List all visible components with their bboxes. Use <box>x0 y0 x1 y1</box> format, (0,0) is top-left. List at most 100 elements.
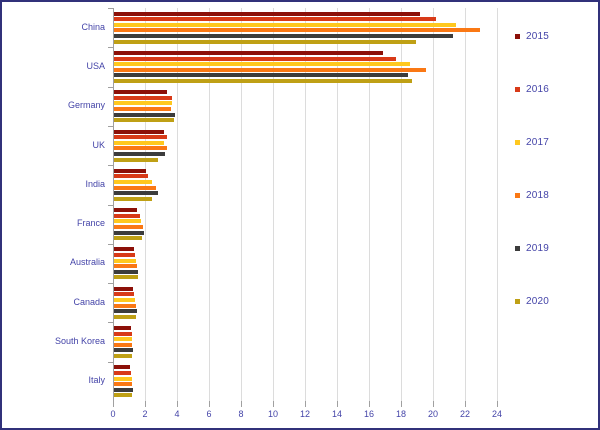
bar-usa-2015 <box>114 50 383 55</box>
legend-item-2020[interactable]: 2020 <box>515 295 549 307</box>
bar-india-2019 <box>114 191 158 196</box>
y-axis-tick <box>108 126 113 127</box>
legend-item-2019[interactable]: 2019 <box>515 242 549 254</box>
bar-china-2018 <box>114 28 481 33</box>
y-axis-tick <box>108 205 113 206</box>
y-axis-label-france: France <box>0 218 105 230</box>
x-axis-tick-label: 8 <box>238 409 244 419</box>
legend-item-2015[interactable]: 2015 <box>515 30 549 42</box>
bar-germany-2017 <box>114 101 172 106</box>
y-axis-tick <box>108 87 113 88</box>
legend-label: 2019 <box>526 242 550 254</box>
bar-china-2017 <box>114 22 457 27</box>
category-label: South Korea <box>54 336 105 347</box>
y-axis-tick <box>108 244 113 245</box>
x-axis-tick <box>305 401 306 407</box>
bar-south-korea-2019 <box>114 348 134 353</box>
legend-swatch-icon <box>515 33 520 39</box>
bar-canada-2019 <box>114 309 138 314</box>
x-axis-tick-label: 6 <box>206 409 212 419</box>
bar-france-2017 <box>114 219 142 224</box>
y-axis-label-italy: Italy <box>0 375 105 387</box>
x-axis-tick <box>465 401 466 407</box>
y-axis-label-germany: Germany <box>0 100 105 112</box>
legend-label: 2018 <box>526 189 550 201</box>
bar-china-2016 <box>114 17 436 22</box>
bar-canada-2020 <box>114 314 136 319</box>
gridline <box>433 8 434 401</box>
bar-canada-2017 <box>114 297 135 302</box>
bar-germany-2018 <box>114 107 171 112</box>
bar-italy-2019 <box>114 387 134 392</box>
bar-usa-2017 <box>114 62 410 67</box>
gridline <box>145 8 146 401</box>
y-axis-tick <box>108 322 113 323</box>
legend-item-2017[interactable]: 2017 <box>515 136 549 148</box>
y-axis-label-uk: UK <box>0 140 105 152</box>
legend-item-2016[interactable]: 2016 <box>515 83 549 95</box>
legend-label: 2015 <box>526 30 550 42</box>
bar-germany-2015 <box>114 90 167 95</box>
bar-south-korea-2015 <box>114 326 131 331</box>
bar-south-korea-2020 <box>114 354 132 359</box>
bar-usa-2020 <box>114 78 412 83</box>
bar-france-2018 <box>114 224 143 229</box>
bar-australia-2015 <box>114 247 134 252</box>
bar-south-korea-2017 <box>114 337 132 342</box>
gridline <box>401 8 402 401</box>
y-axis-tick <box>108 362 113 363</box>
x-axis-tick-label: 22 <box>459 409 470 419</box>
bar-australia-2017 <box>114 258 136 263</box>
x-axis-tick <box>241 401 242 407</box>
legend-swatch-icon <box>515 86 520 92</box>
bar-uk-2017 <box>114 140 164 145</box>
legend-swatch-icon <box>515 245 520 251</box>
y-axis-label-usa: USA <box>0 61 105 73</box>
bar-india-2020 <box>114 196 153 201</box>
x-axis-tick-label: 24 <box>491 409 502 419</box>
x-axis-tick <box>369 401 370 407</box>
bar-germany-2019 <box>114 112 175 117</box>
x-axis-tick-label: 2 <box>142 409 148 419</box>
bar-italy-2016 <box>114 370 131 375</box>
y-axis-tick <box>108 8 113 9</box>
window-right-border <box>598 0 600 430</box>
x-axis-tick <box>497 401 498 407</box>
bar-france-2015 <box>114 208 138 213</box>
bar-uk-2016 <box>114 135 167 140</box>
x-axis-tick-label: 4 <box>174 409 180 419</box>
y-axis-line <box>113 8 114 401</box>
gridline <box>465 8 466 401</box>
x-axis-tick-label: 20 <box>427 409 438 419</box>
category-label: Australia <box>69 257 105 268</box>
gridline <box>209 8 210 401</box>
bar-usa-2016 <box>114 56 396 61</box>
category-label: France <box>76 218 105 229</box>
y-axis-label-china: China <box>0 22 105 34</box>
legend-label: 2016 <box>526 83 550 95</box>
bar-south-korea-2018 <box>114 342 133 347</box>
gridline <box>337 8 338 401</box>
y-axis-label-south-korea: South Korea <box>0 336 105 348</box>
bar-italy-2015 <box>114 365 130 370</box>
y-axis-label-australia: Australia <box>0 257 105 269</box>
legend-label: 2017 <box>526 136 550 148</box>
x-axis-tick-label: 0 <box>110 409 116 419</box>
gridline <box>305 8 306 401</box>
bar-uk-2018 <box>114 146 167 151</box>
category-label: USA <box>86 60 105 71</box>
x-axis-tick <box>113 401 114 407</box>
bar-india-2017 <box>114 180 153 185</box>
x-axis-tick-label: 10 <box>267 409 278 419</box>
bar-uk-2020 <box>114 157 158 162</box>
x-axis-tick-label: 16 <box>363 409 374 419</box>
bar-india-2015 <box>114 168 146 173</box>
bar-china-2020 <box>114 39 416 44</box>
legend-item-2018[interactable]: 2018 <box>515 189 549 201</box>
gridline <box>497 8 498 401</box>
gridline <box>177 8 178 401</box>
bar-germany-2016 <box>114 95 172 100</box>
window-top-border <box>0 0 600 2</box>
bar-india-2016 <box>114 174 149 179</box>
